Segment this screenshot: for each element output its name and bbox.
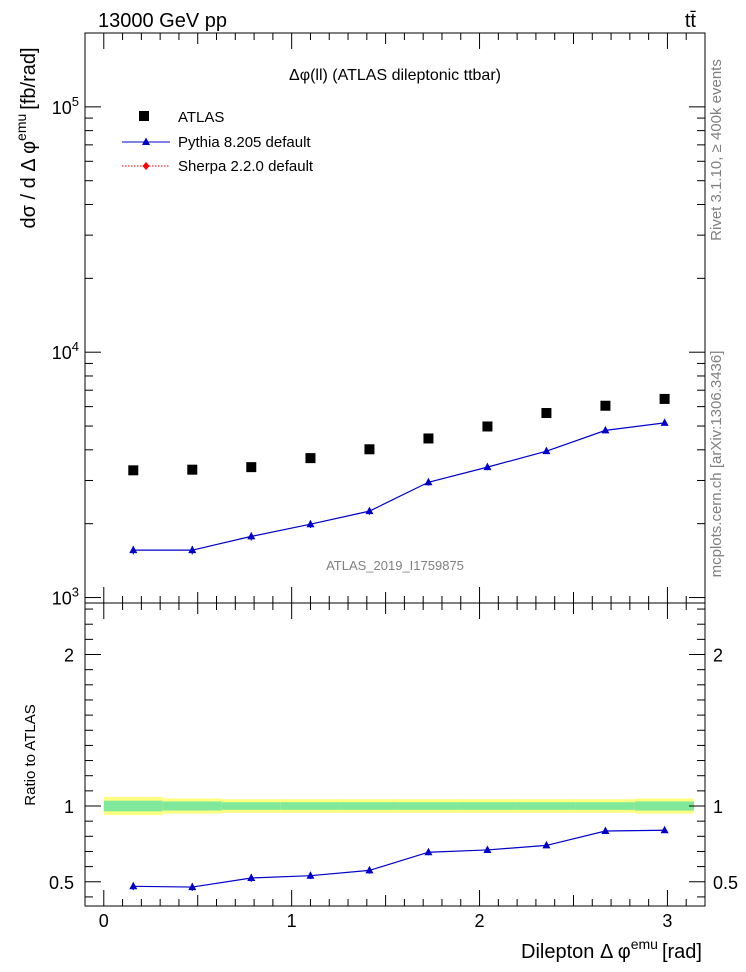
atlas-point xyxy=(482,421,493,432)
ratio-pythia-line xyxy=(133,829,665,888)
atlas-point xyxy=(305,453,316,464)
x-tick-label: 1 xyxy=(287,911,297,931)
atlas-point xyxy=(600,400,611,411)
ratio-y-tick-label-right: 2 xyxy=(713,646,723,666)
ratio-ticks xyxy=(85,603,706,906)
ratio-pythia-point xyxy=(424,847,433,856)
x-tick-label: 3 xyxy=(662,911,672,931)
pythia-point xyxy=(660,418,669,426)
ratio-tick-labels: 0.5 0.5 1 1 2 2 0 1 2 3 xyxy=(49,646,738,931)
legend-atlas-label: ATLAS xyxy=(178,109,224,126)
x-axis-label-unit: [rad] xyxy=(662,941,702,963)
main-y-label-sup: emu xyxy=(13,114,29,141)
main-y-tick-label: 105 xyxy=(52,94,79,118)
x-axis-label-main: Dilepton Δ φ xyxy=(521,941,631,963)
atlas-point xyxy=(364,444,375,455)
x-tick-label: 0 xyxy=(99,911,109,931)
watermark: ATLAS_2019_I1759875 xyxy=(326,558,464,573)
ratio-pythia-point xyxy=(660,825,669,834)
atlas-point xyxy=(423,433,434,444)
atlas-point xyxy=(128,465,139,476)
ratio-pythia-point xyxy=(483,845,492,853)
ratio-pythia-point xyxy=(365,865,374,874)
pythia-line xyxy=(133,422,665,551)
header-right: tt̄ xyxy=(685,10,697,32)
main-y-label-main: dσ / d Δ φ xyxy=(18,141,40,229)
main-y-label: dσ / d Δ φemu [fb/rad] xyxy=(13,47,40,228)
legend-sherpa-marker xyxy=(142,162,150,170)
ratio-panel: 0.5 0.5 1 1 2 2 0 1 2 3 Ratio to ATLAS Dilepton Δ… xyxy=(22,602,738,963)
atlas-point xyxy=(541,408,552,419)
pythia-point xyxy=(365,506,374,515)
ratio-frame xyxy=(84,602,706,907)
pythia-point xyxy=(129,545,138,554)
pythia-point xyxy=(483,462,492,471)
ratio-pythia-point xyxy=(188,882,197,891)
main-title: Δφ(ll) (ATLAS dileptonic ttbar) xyxy=(289,67,501,84)
legend: ATLAS Pythia 8.205 default Sherpa 2.2.0 … xyxy=(122,109,314,175)
main-panel: 103 104 105 dσ / d Δ φemu [fb/rad] Δφ(ll) (… xyxy=(13,32,706,609)
atlas-point xyxy=(659,393,670,404)
main-data xyxy=(128,393,670,555)
pythia-point xyxy=(247,531,256,540)
main-y-tick-label: 103 xyxy=(52,585,79,609)
legend-atlas-marker xyxy=(139,111,149,121)
legend-sherpa-label: Sherpa 2.2.0 default xyxy=(178,158,314,175)
ratio-pythia-point xyxy=(247,873,256,881)
ratio-pythia-point xyxy=(306,871,315,879)
mcplots-label: mcplots.cern.ch [arXiv:1306.3436] xyxy=(708,351,725,578)
ratio-y-label: Ratio to ATLAS xyxy=(22,704,39,805)
x-axis-label-sup: emu xyxy=(631,936,658,952)
main-y-ticks xyxy=(85,32,706,603)
main-y-label-unit: [fb/rad] xyxy=(18,47,40,109)
legend-pythia-marker xyxy=(142,137,150,145)
ratio-pythia-point xyxy=(601,826,610,835)
pythia-point xyxy=(424,477,433,486)
pythia-point xyxy=(306,519,315,528)
x-tick-label: 2 xyxy=(475,911,485,931)
ratio-y-tick-label-right: 1 xyxy=(713,797,723,817)
main-y-tick-labels: 103 104 105 xyxy=(52,94,79,609)
pythia-point xyxy=(542,446,551,455)
atlas-point xyxy=(246,462,257,473)
header-left: 13000 GeV pp xyxy=(98,10,227,32)
legend-pythia-label: Pythia 8.205 default xyxy=(178,134,311,151)
ratio-y-tick-label-left: 1 xyxy=(64,797,74,817)
ratio-band xyxy=(103,796,695,816)
ratio-pythia-point xyxy=(129,881,138,890)
pythia-point xyxy=(188,545,197,554)
ratio-y-tick-label-right: 0.5 xyxy=(713,873,738,893)
atlas-point xyxy=(187,464,198,475)
main-y-tick-label: 104 xyxy=(52,339,79,363)
ratio-data xyxy=(129,825,669,891)
pythia-point xyxy=(601,425,610,434)
rivet-label: Rivet 3.1.10, ≥ 400k events xyxy=(708,59,725,241)
ratio-y-tick-label-left: 0.5 xyxy=(49,873,74,893)
ratio-pythia-point xyxy=(542,840,551,849)
ratio-y-tick-label-left: 2 xyxy=(64,646,74,666)
x-axis-label: Dilepton Δ φemu [rad] xyxy=(521,936,702,963)
